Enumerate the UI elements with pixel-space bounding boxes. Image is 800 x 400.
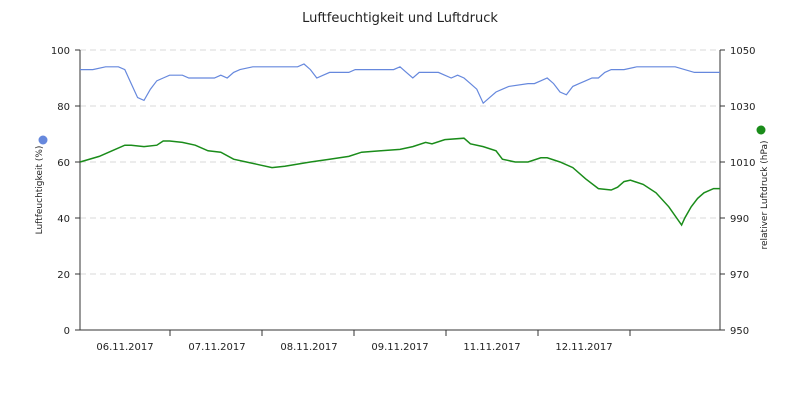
left-tick-label: 60 xyxy=(57,158,70,169)
x-tick-label: 07.11.2017 xyxy=(188,342,245,353)
x-tick-label: 09.11.2017 xyxy=(371,342,428,353)
right-tick-label: 950 xyxy=(730,326,749,337)
humidity-series-line xyxy=(80,63,720,105)
left-tick-label: 0 xyxy=(64,326,70,337)
left-tick-label: 20 xyxy=(57,270,70,281)
pressure-legend-marker xyxy=(756,125,766,135)
left-axis-ticks: 0 20 40 60 80 100 xyxy=(51,46,80,337)
x-axis-ticks: 06.11.2017 07.11.2017 08.11.2017 09.11.2017… xyxy=(96,330,631,353)
right-tick-label: 1010 xyxy=(730,158,755,169)
right-tick-label: 970 xyxy=(730,270,749,281)
pressure-series-line xyxy=(79,137,720,227)
x-tick-label: 12.11.2017 xyxy=(555,342,612,353)
x-tick-label: 08.11.2017 xyxy=(280,342,337,353)
x-tick-label: 06.11.2017 xyxy=(96,342,153,353)
right-tick-label: 1050 xyxy=(730,46,755,57)
right-axis-label: relativer Luftdruck (hPa) xyxy=(760,140,770,249)
left-tick-label: 80 xyxy=(57,102,70,113)
series-lines xyxy=(79,63,720,227)
left-axis-label: Luftfeuchtigkeit (%) xyxy=(35,146,45,235)
chart-title: Luftfeuchtigkeit und Luftdruck xyxy=(302,11,498,26)
right-axis-ticks: 950 970 990 1010 1030 1050 xyxy=(720,46,755,337)
right-tick-label: 990 xyxy=(730,214,749,225)
axes xyxy=(79,50,721,331)
right-tick-label: 1030 xyxy=(730,102,755,113)
grid-lines xyxy=(80,49,720,275)
humidity-legend-marker xyxy=(38,135,48,145)
left-tick-label: 40 xyxy=(57,214,70,225)
x-tick-label: 11.11.2017 xyxy=(463,342,520,353)
left-tick-label: 100 xyxy=(51,46,70,57)
